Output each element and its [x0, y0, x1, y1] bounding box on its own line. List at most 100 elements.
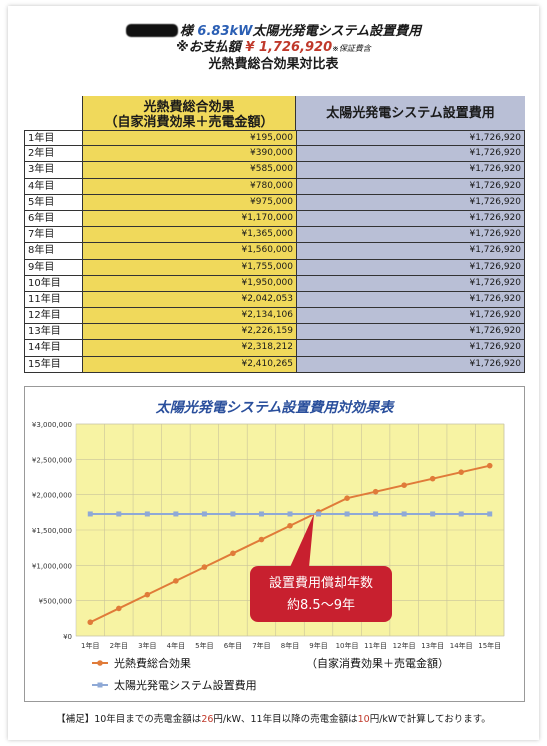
table-row: 13年目 ¥2,226,159 ¥1,726,920 — [24, 324, 525, 341]
table-row: 8年目 ¥1,560,000 ¥1,726,920 — [24, 243, 525, 260]
series-point — [458, 511, 464, 517]
effect-cell: ¥585,000 — [82, 162, 296, 178]
cost-cell: ¥1,726,920 — [296, 243, 525, 259]
year-cell: 2年目 — [24, 146, 82, 162]
year-cell: 5年目 — [24, 194, 82, 210]
comparison-table: 1年目 ¥195,000 ¥1,726,920 2年目 ¥390,000 ¥1,726,9… — [24, 130, 525, 373]
note-mid: 円/kW、11年目以降の売電金額は — [213, 714, 358, 725]
x-tick-label: 5年目 — [195, 641, 213, 650]
x-tick-label: 1年目 — [81, 641, 99, 650]
callout-line1: 設置費用償却年数 — [269, 575, 373, 591]
series-point — [401, 482, 407, 488]
year-cell: 6年目 — [24, 210, 82, 227]
x-tick-label: 12年目 — [393, 641, 416, 650]
series-point — [487, 511, 493, 517]
effect-cell: ¥2,318,212 — [82, 340, 296, 356]
title-sama: 様 — [179, 24, 198, 39]
cost-cell: ¥1,726,920 — [296, 340, 525, 356]
table-row: 3年目 ¥585,000 ¥1,726,920 — [24, 162, 525, 179]
year-cell: 11年目 — [24, 291, 82, 308]
legend-label-1: 太陽光発電システム設置費用 — [114, 678, 257, 692]
table-row: 12年目 ¥2,134,106 ¥1,726,920 — [24, 308, 525, 325]
cost-cell: ¥1,726,920 — [296, 178, 525, 194]
effect-cell: ¥2,042,053 — [82, 291, 296, 308]
table-row: 9年目 ¥1,755,000 ¥1,726,920 — [24, 259, 525, 276]
note-prefix: 【補足】10年目までの売電金額は — [56, 714, 202, 725]
effect-cell: ¥1,365,000 — [82, 227, 296, 243]
note-rate-1: 26 — [201, 714, 214, 725]
y-tick-label: ¥2,500,000 — [32, 456, 72, 464]
y-tick-label: ¥3,000,000 — [32, 421, 72, 429]
year-cell: 1年目 — [24, 131, 82, 146]
legend-swatch-marker-1 — [97, 682, 103, 688]
series-point — [344, 511, 350, 517]
effect-cell: ¥1,560,000 — [82, 243, 296, 259]
table-row: 11年目 ¥2,042,053 ¥1,726,920 — [24, 291, 525, 309]
year-cell: 15年目 — [24, 356, 82, 372]
series-point — [486, 462, 493, 469]
table-row: 6年目 ¥1,170,000 ¥1,726,920 — [24, 210, 525, 228]
cost-cell: ¥1,726,920 — [296, 324, 525, 340]
table-row: 10年目 ¥1,950,000 ¥1,726,920 — [24, 275, 525, 292]
cost-cell: ¥1,726,920 — [296, 210, 525, 227]
x-tick-label: 2年目 — [110, 641, 128, 650]
x-tick-label: 14年目 — [450, 641, 473, 650]
series-point — [87, 619, 94, 626]
x-tick-label: 6年目 — [224, 641, 242, 650]
effect-header-line1: 光熱費総合効果 — [143, 100, 235, 115]
effect-cell: ¥2,226,159 — [82, 324, 296, 340]
redacted-name — [125, 24, 178, 37]
series-point — [258, 511, 264, 517]
year-cell: 4年目 — [24, 178, 82, 194]
effect-header-line2: （自家消費効果＋売電金額） — [104, 115, 274, 130]
year-cell: 7年目 — [24, 227, 82, 243]
payment-line: ※お支払額 ¥ 1,726,920※保証費含 — [0, 40, 547, 57]
x-tick-label: 3年目 — [138, 641, 156, 650]
series-point — [458, 469, 465, 475]
note-rate-2: 10 — [357, 714, 370, 725]
cost-cell: ¥1,726,920 — [296, 291, 525, 308]
effect-cell: ¥195,000 — [82, 131, 296, 146]
y-tick-label: ¥1,500,000 — [32, 527, 72, 535]
series-point — [429, 475, 436, 482]
callout-box — [250, 566, 392, 622]
payment-amount: ¥ 1,726,920 — [245, 40, 333, 55]
legend-swatch-marker-0 — [97, 660, 103, 666]
payment-note: ※保証費含 — [332, 44, 371, 53]
cost-header-bg — [296, 96, 525, 130]
cost-cell: ¥1,726,920 — [296, 259, 525, 275]
x-tick-label: 10年目 — [336, 641, 359, 650]
cost-cell: ¥1,726,920 — [296, 162, 525, 178]
effect-cell: ¥780,000 — [82, 178, 296, 194]
year-cell: 3年目 — [24, 162, 82, 178]
title-tail: 太陽光発電システム設置費用 — [252, 24, 422, 39]
series-point — [173, 578, 179, 584]
effect-column-header: 光熱費総合効果 （自家消費効果＋売電金額） — [82, 100, 296, 130]
series-point — [230, 511, 236, 517]
x-tick-label: 15年目 — [478, 641, 501, 650]
x-tick-label: 8年目 — [281, 641, 299, 650]
y-tick-label: ¥2,000,000 — [32, 492, 72, 500]
title-kw: 6.83kW — [197, 24, 253, 39]
series-point — [230, 550, 236, 557]
cost-cell: ¥1,726,920 — [296, 194, 525, 210]
effect-cell: ¥390,000 — [82, 146, 296, 162]
series-point — [173, 511, 179, 517]
year-cell: 13年目 — [24, 324, 82, 340]
series-point — [201, 511, 207, 517]
series-point — [287, 511, 293, 517]
chart-title: 太陽光発電システム設置費用対効果表 — [155, 400, 394, 416]
series-point — [316, 511, 322, 517]
series-point — [430, 511, 436, 517]
table-row: 5年目 ¥975,000 ¥1,726,920 — [24, 194, 525, 211]
cost-column-header: 太陽光発電システム設置費用 — [326, 106, 495, 121]
callout-pointer — [286, 514, 314, 578]
series-point — [144, 591, 151, 598]
series-point — [116, 605, 122, 612]
cost-cell: ¥1,726,920 — [296, 275, 525, 291]
year-cell: 9年目 — [24, 259, 82, 275]
cost-cell: ¥1,726,920 — [296, 308, 525, 324]
series-point — [373, 511, 379, 517]
table-row: 15年目 ¥2,410,265 ¥1,726,920 — [24, 356, 525, 373]
cost-cell: ¥1,726,920 — [296, 227, 525, 243]
